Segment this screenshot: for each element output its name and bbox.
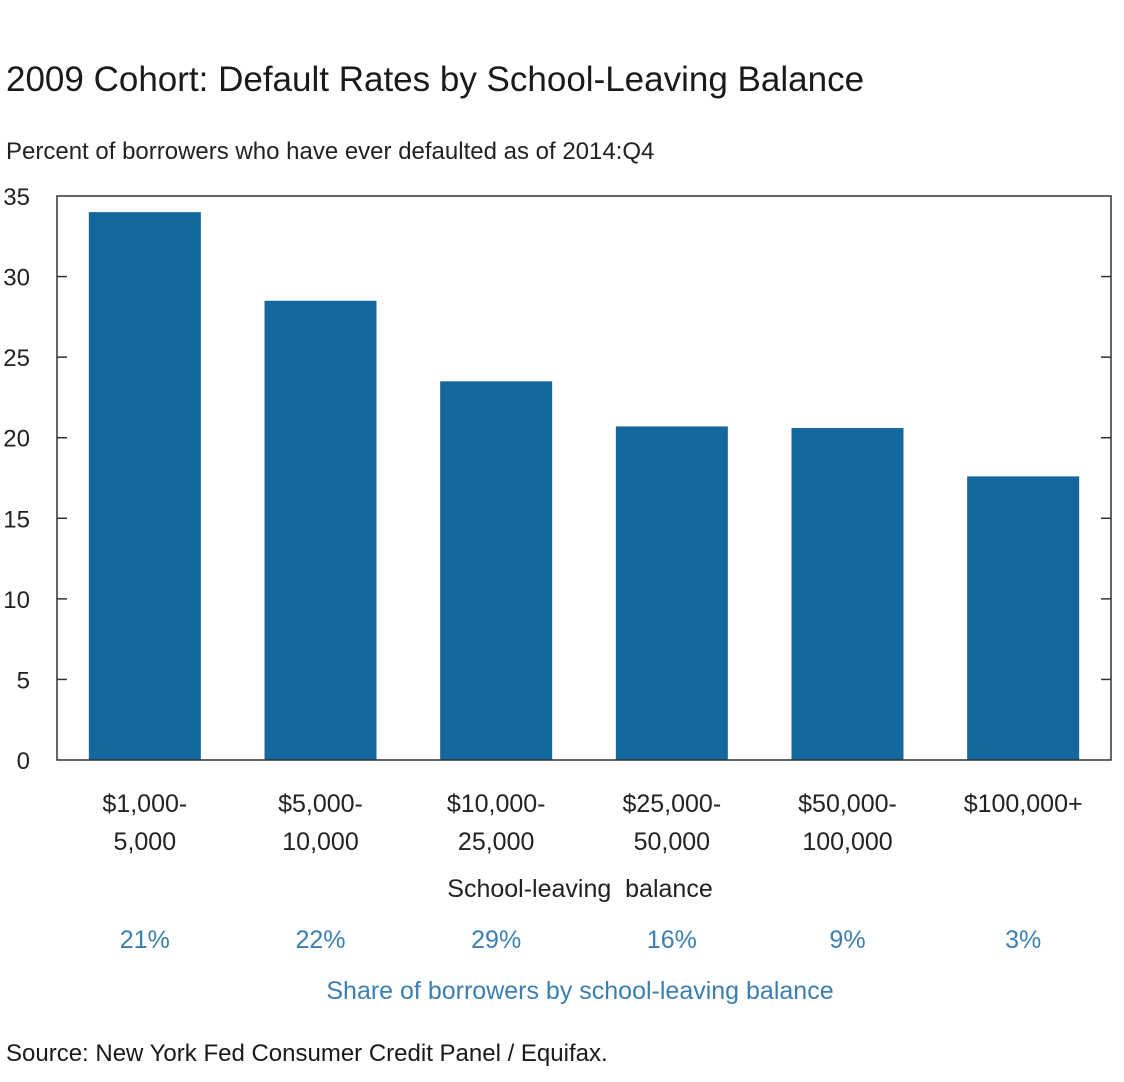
bar [264,300,377,760]
x-tick-label: 5,000 [114,828,177,856]
x-tick-label: 50,000 [634,828,710,856]
chart-title: 2009 Cohort: Default Rates by School-Lea… [6,60,865,99]
y-tick-label: 5 [17,667,30,694]
x-tick-label: 100,000 [802,828,892,856]
bar [791,428,904,760]
share-label: 3% [1005,926,1041,954]
source-note: Source: New York Fed Consumer Credit Pan… [6,1040,608,1067]
x-tick-label: $1,000- [102,790,187,818]
share-label: 29% [471,926,521,954]
bar [615,426,728,760]
x-tick-label: $25,000- [622,790,721,818]
x-axis-label: School-leaving balance [447,875,712,903]
plot-frame [56,195,1112,761]
x-tick-label: 10,000 [282,828,358,856]
x-tick-label: 25,000 [458,828,534,856]
y-tick-label: 20 [3,426,30,453]
bar [440,381,553,760]
chart-subtitle: Percent of borrowers who have ever defau… [6,138,655,165]
y-tick-label: 10 [3,587,30,614]
bar [967,476,1080,760]
share-label: 21% [120,926,170,954]
y-tick-label: 15 [3,506,30,533]
share-axis-label: Share of borrowers by school-leaving bal… [326,977,833,1005]
share-label: 16% [647,926,697,954]
bar [88,212,201,761]
share-label: 9% [829,926,865,954]
y-tick-label: 30 [3,265,30,292]
bar-chart: 0 5 10 15 20 25 30 35 $1,000- 5,000 21% $5,000- 10,0… [3,184,1112,1005]
x-tick-label: $5,000- [278,790,363,818]
share-label: 22% [295,926,345,954]
x-tick-label: $100,000+ [964,790,1083,818]
x-tick-label: $50,000- [798,790,897,818]
y-tick-label: 0 [17,748,30,775]
x-tick-label: $10,000- [447,790,546,818]
y-tick-label: 25 [3,345,30,372]
y-tick-label: 35 [3,184,30,211]
